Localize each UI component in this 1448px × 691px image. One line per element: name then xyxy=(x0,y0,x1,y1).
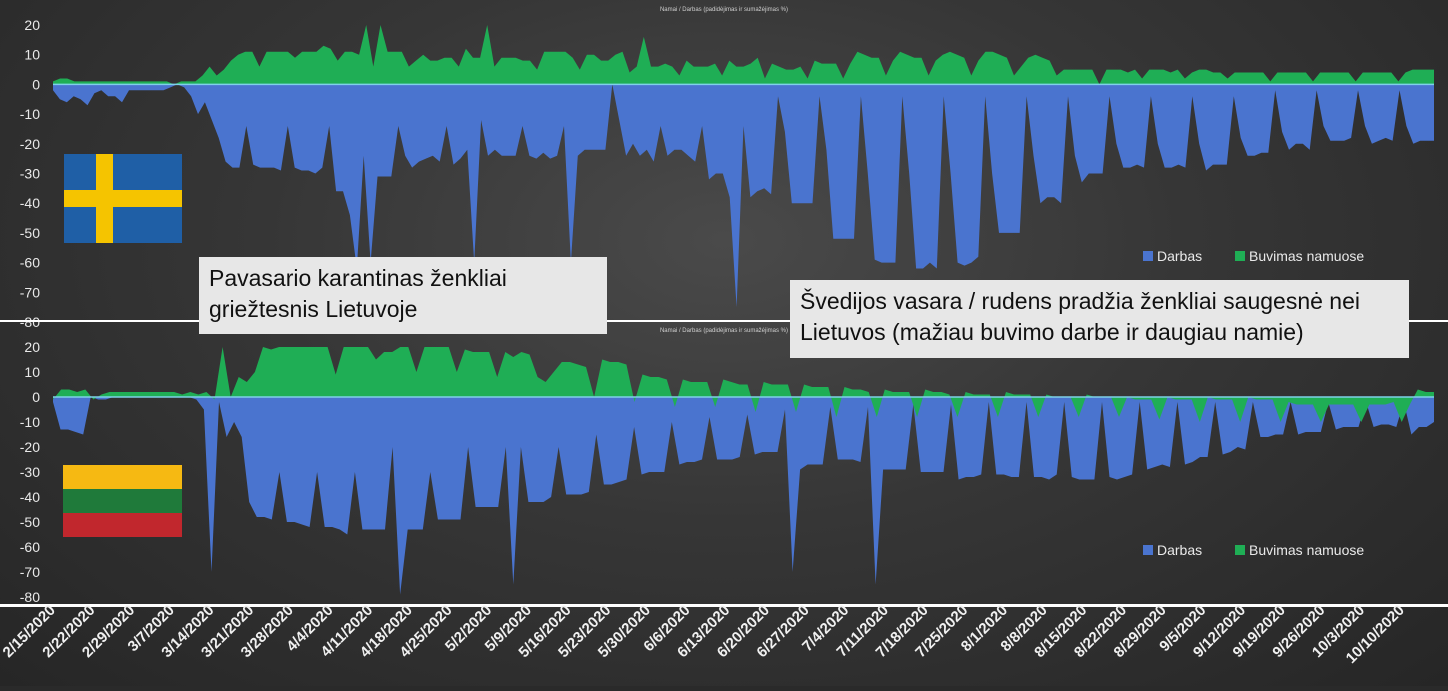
y-tick-label: 20 xyxy=(24,17,40,33)
sweden-flag-graphic xyxy=(64,154,182,243)
legend-swatch-darbas xyxy=(1143,545,1153,555)
annotation-summer-line-1: Švedijos vasara / rudens pradžia ženklia… xyxy=(800,288,1360,314)
series-buvimas-area xyxy=(53,25,1434,85)
y-tick-label: -80 xyxy=(20,589,40,605)
y-tick-label: -70 xyxy=(20,564,40,580)
series-darbas-area xyxy=(53,397,1434,595)
y-tick-label: -30 xyxy=(20,464,40,480)
series-buvimas-area xyxy=(53,347,1434,422)
legend-label-buvimas: Buvimas namuose xyxy=(1249,542,1364,558)
y-tick-label: 10 xyxy=(24,47,40,63)
panel-separator xyxy=(0,320,1448,322)
y-tick-label: -20 xyxy=(20,439,40,455)
chart-plot-area xyxy=(53,347,1434,595)
lithuania-flag-graphic xyxy=(63,465,182,537)
legend-label-buvimas: Buvimas namuose xyxy=(1249,248,1364,264)
axis-separator xyxy=(0,604,1448,607)
chart-title: Namai / Darbas (padidėjimas ir sumažėjim… xyxy=(660,328,788,334)
annotation-spring-line-1: Pavasario karantinas ženkliai xyxy=(209,265,507,291)
series-darbas-area xyxy=(53,84,1434,308)
y-tick-label: -20 xyxy=(20,136,40,152)
y-tick-label: -30 xyxy=(20,166,40,182)
annotation-spring-line-2: griežtesnis Lietuvoje xyxy=(209,296,418,322)
chart-panel-1: Namai / Darbas (padidėjimas ir sumažėjim… xyxy=(20,7,1434,330)
legend-label-darbas: Darbas xyxy=(1157,542,1202,558)
y-tick-label: -60 xyxy=(20,539,40,555)
chart-panel-2: Namai / Darbas (padidėjimas ir sumažėjim… xyxy=(20,328,1434,605)
y-tick-label: 20 xyxy=(24,339,40,355)
y-tick-label: 10 xyxy=(24,364,40,380)
annotation-summer-line-2: Lietuvos (mažiau buvimo darbe ir daugiau… xyxy=(800,319,1304,345)
annotation-spring-quarantine: Pavasario karantinas ženkliai griežtesni… xyxy=(199,257,607,334)
y-tick-label: -50 xyxy=(20,225,40,241)
legend-swatch-darbas xyxy=(1143,251,1153,261)
sweden-flag-icon xyxy=(64,154,182,243)
legend-label-darbas: Darbas xyxy=(1157,248,1202,264)
y-tick-label: -70 xyxy=(20,284,40,300)
y-tick-label: 0 xyxy=(32,76,40,92)
annotation-summer-sweden: Švedijos vasara / rudens pradžia ženklia… xyxy=(790,280,1409,358)
y-tick-label: -60 xyxy=(20,255,40,271)
y-tick-label: 0 xyxy=(32,389,40,405)
y-tick-label: -40 xyxy=(20,195,40,211)
y-tick-label: -40 xyxy=(20,489,40,505)
chart-plot-area xyxy=(53,25,1434,308)
legend-swatch-buvimas xyxy=(1235,251,1245,261)
y-tick-label: -10 xyxy=(20,106,40,122)
lithuania-flag-icon xyxy=(63,465,182,537)
y-tick-label: -10 xyxy=(20,414,40,430)
y-tick-label: -50 xyxy=(20,514,40,530)
legend-swatch-buvimas xyxy=(1235,545,1245,555)
chart-title: Namai / Darbas (padidėjimas ir sumažėjim… xyxy=(660,7,788,13)
